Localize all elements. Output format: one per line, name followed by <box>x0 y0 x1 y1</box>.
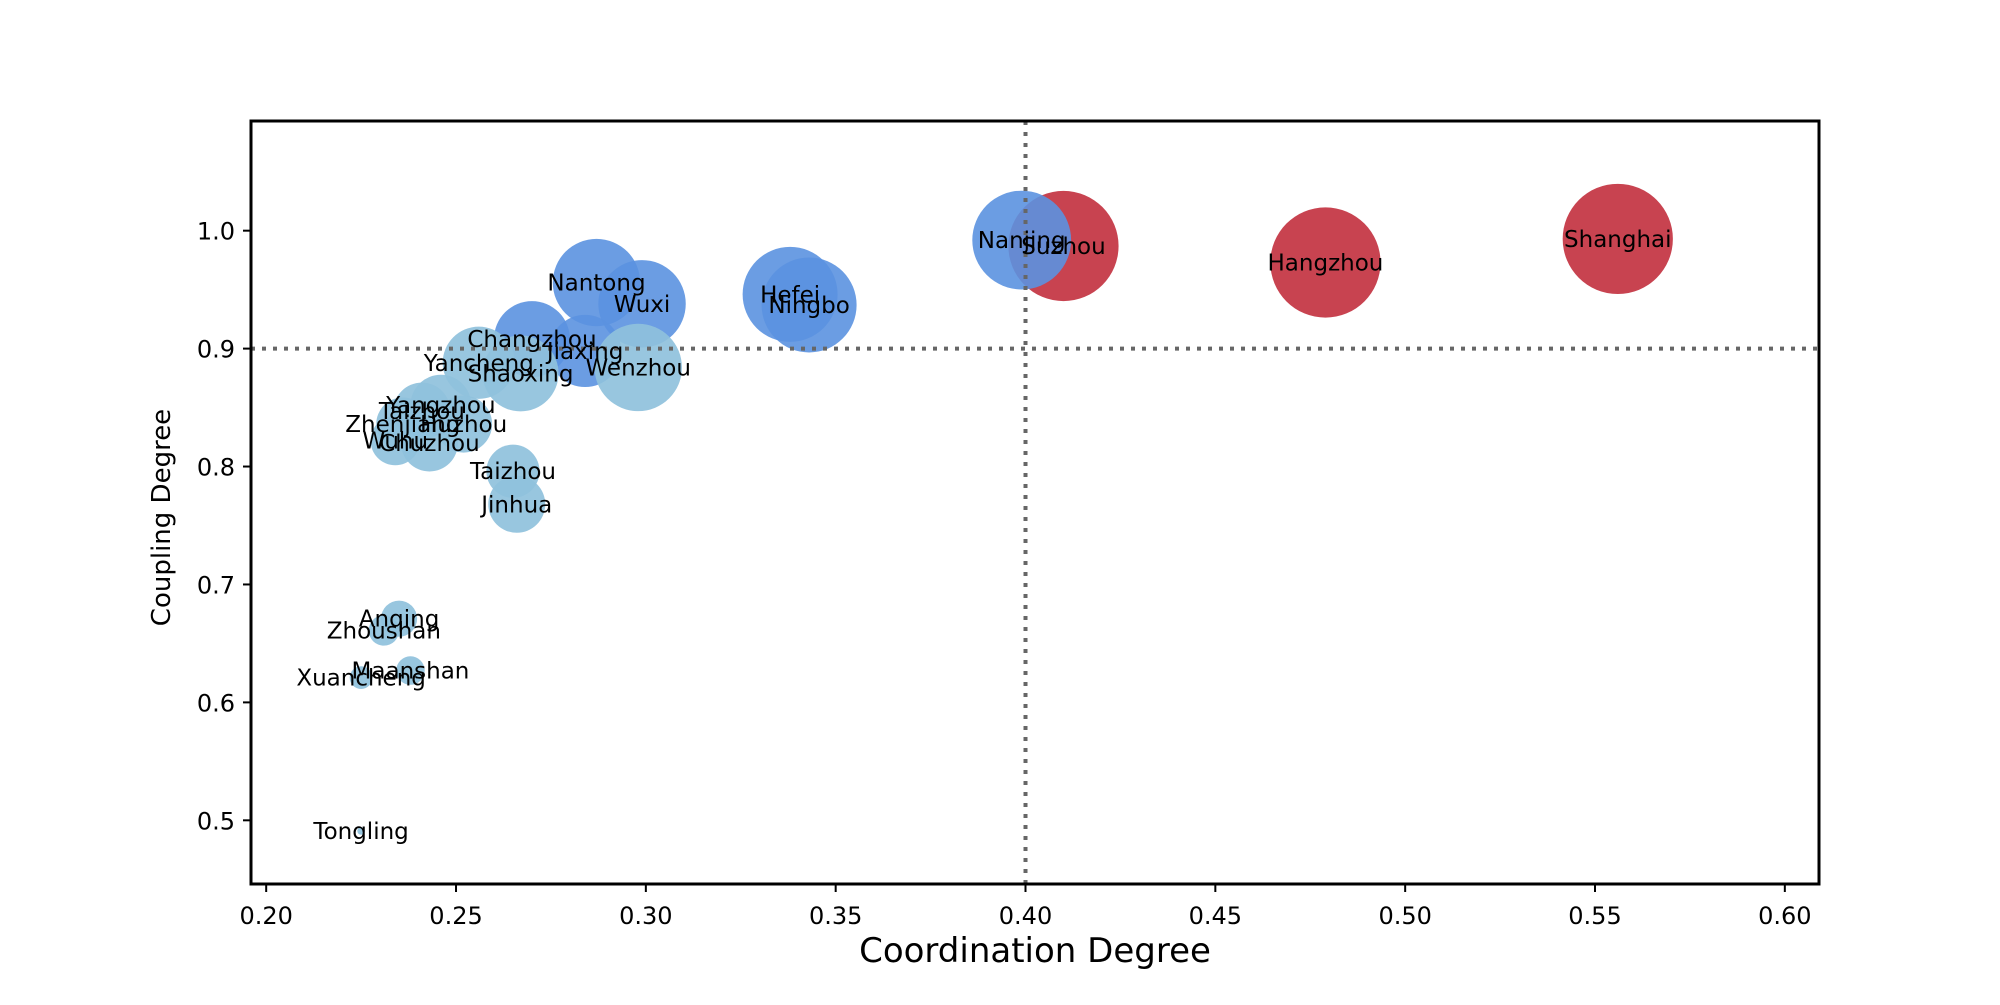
point-label-ningbo-5: Ningbo <box>768 293 849 319</box>
bubbles-layer <box>349 183 1673 835</box>
bubble-tongling-25 <box>357 827 365 835</box>
bubble-zhoushan-22 <box>368 615 400 646</box>
x-tick-label-5: 0.45 <box>1189 902 1242 930</box>
point-label-suzhou-2: Suzhou <box>1021 234 1105 260</box>
x-tick-label-2: 0.30 <box>619 902 672 930</box>
point-label-tongling-25: Tongling <box>312 819 408 845</box>
point-label-shaoxing-11: Shaoxing <box>468 361 574 387</box>
bubble-shanghai-0 <box>1562 183 1673 295</box>
point-label-shanghai-0: Shanghai <box>1564 227 1672 253</box>
plot-frame <box>249 119 1821 886</box>
point-label-wuhu-18: Wuhu <box>362 429 428 455</box>
bubble-wuhu-18 <box>370 415 420 466</box>
y-tick-label-3: 0.8 <box>197 454 235 482</box>
bubble-maanshan-23 <box>396 656 425 685</box>
point-label-wenzhou-10: Wenzhou <box>586 355 691 381</box>
x-tick-label-1: 0.25 <box>429 902 482 930</box>
point-label-zhoushan-22: Zhoushan <box>327 618 441 644</box>
point-label-jinhua-20: Jinhua <box>479 492 552 518</box>
point-label-huzhou-15: Huzhou <box>420 412 507 438</box>
point-label-chuzhou-17: Chuzhou <box>379 431 480 457</box>
y-tick-label-0: 0.5 <box>197 807 235 835</box>
bubble-jinhua-20 <box>488 475 546 533</box>
y-axis-title: Coupling Degree <box>147 409 177 626</box>
x-tick-label-6: 0.50 <box>1378 902 1431 930</box>
bubble-ningbo-5 <box>761 257 857 353</box>
point-label-hangzhou-1: Hangzhou <box>1268 251 1384 277</box>
point-label-yancheng-12: Yancheng <box>423 351 534 377</box>
point-label-changzhou-8: Changzhou <box>467 327 596 353</box>
y-axis: 0.5 0.6 0.7 0.8 0.9 1.0 <box>197 218 251 835</box>
y-tick-label-1: 0.6 <box>197 689 235 717</box>
point-label-maanshan-23: Maanshan <box>352 659 470 685</box>
point-label-xuancheng-24: Xuancheng <box>296 666 426 692</box>
y-tick-label-2: 0.7 <box>197 571 235 599</box>
x-axis: 0.20 0.25 0.30 0.35 0.40 0.45 0.50 0.55 0.60 <box>239 884 1812 930</box>
point-label-nanjing-3: Nanjing <box>978 228 1066 254</box>
point-label-taizhou-14: Taizhou <box>378 399 465 425</box>
bubble-wenzhou-10 <box>594 323 682 412</box>
point-label-yangzhou-13: Yangzhou <box>385 393 495 419</box>
point-label-anqing-21: Anqing <box>359 607 439 633</box>
x-tick-label-3: 0.35 <box>809 902 862 930</box>
point-label-wuxi-7: Wuxi <box>614 292 671 318</box>
bubble-xuancheng-24 <box>349 666 373 690</box>
bubble-wuxi-7 <box>598 260 686 348</box>
x-tick-label-8: 0.60 <box>1758 902 1811 930</box>
x-tick-label-0: 0.20 <box>239 902 292 930</box>
bubble-yancheng-12 <box>442 326 515 399</box>
point-label-hefei-4: Hefei <box>760 282 820 308</box>
y-tick-label-5: 1.0 <box>197 218 235 246</box>
point-label-zhenjiang-16: Zhenjiang <box>345 412 460 438</box>
bubble-hangzhou-1 <box>1270 207 1381 318</box>
point-label-taizhou-19: Taizhou <box>469 459 556 485</box>
x-tick-label-7: 0.55 <box>1568 902 1621 930</box>
reference-lines <box>251 121 1819 884</box>
bubble-nanjing-3 <box>972 190 1072 290</box>
point-label-jiaxing-9: Jiaxing <box>545 339 623 365</box>
x-tick-label-4: 0.40 <box>999 902 1052 930</box>
point-label-nantong-6: Nantong <box>547 271 645 297</box>
x-axis-title: Coordination Degree <box>859 931 1211 971</box>
y-tick-label-4: 0.9 <box>197 336 235 364</box>
